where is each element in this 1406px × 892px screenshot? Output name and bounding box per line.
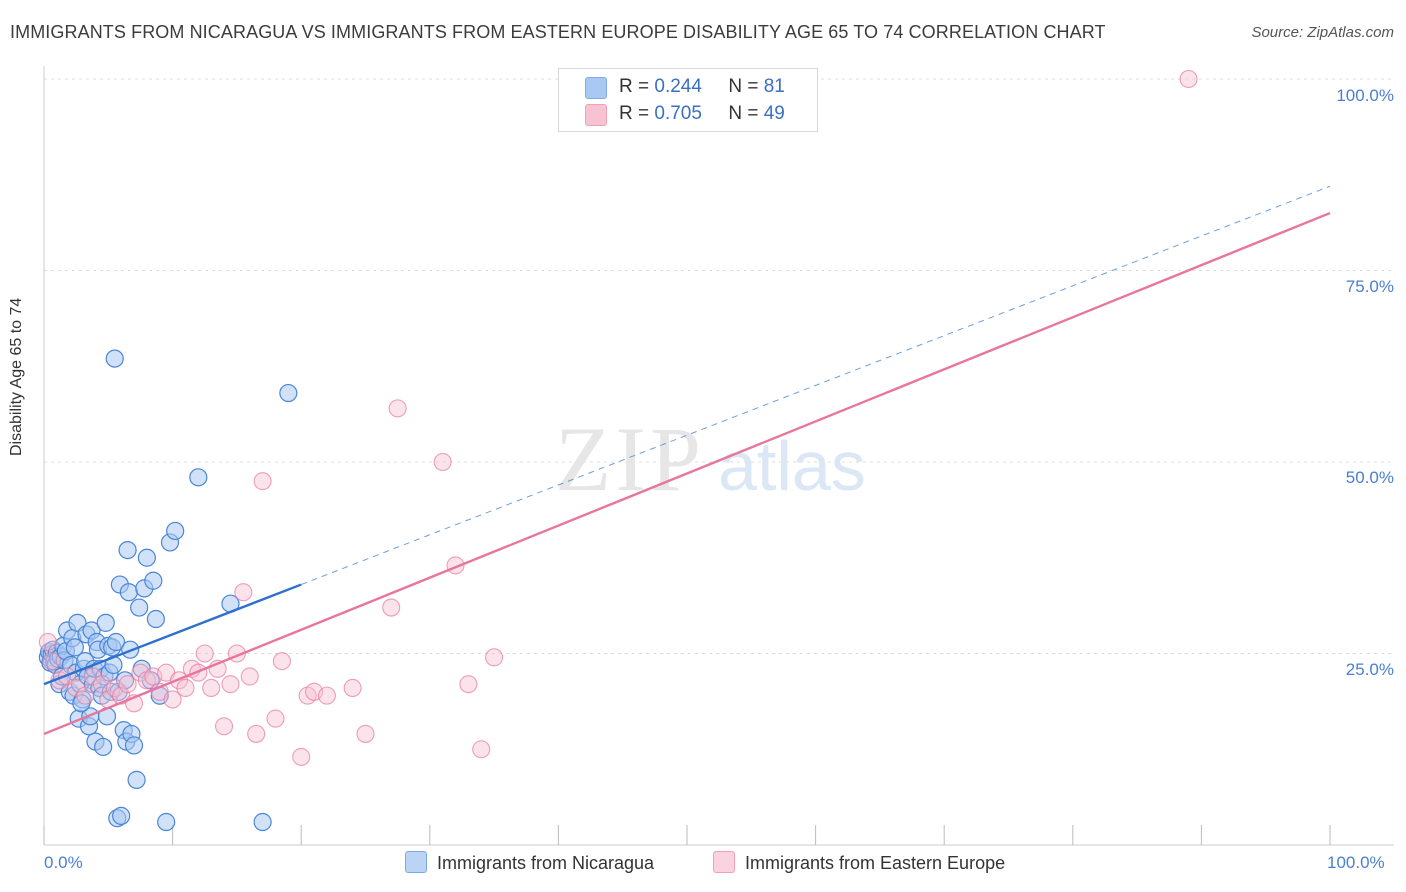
data-point-nicaragua bbox=[137, 548, 156, 567]
n-label: N = bbox=[728, 76, 759, 97]
n-value: 81 bbox=[763, 76, 785, 97]
chart-title: IMMIGRANTS FROM NICARAGUA VS IMMIGRANTS … bbox=[10, 22, 1106, 42]
r-label: R = bbox=[619, 103, 650, 124]
data-point-eastern-europe bbox=[356, 724, 375, 743]
y-tick-label: 50.0% bbox=[1345, 468, 1394, 487]
data-point-nicaragua bbox=[146, 609, 165, 629]
legend-item-eastern-europe[interactable]: Immigrants from Eastern Europe bbox=[713, 851, 1005, 874]
n-value: 49 bbox=[763, 103, 785, 124]
legend-label: Immigrants from Nicaragua bbox=[437, 853, 655, 873]
data-point-nicaragua bbox=[118, 540, 137, 560]
data-point-eastern-europe bbox=[266, 709, 285, 728]
series-nicaragua-points bbox=[38, 349, 298, 832]
data-point-eastern-europe bbox=[343, 678, 362, 698]
swatch-blue bbox=[585, 77, 607, 99]
data-point-eastern-europe bbox=[272, 652, 291, 671]
data-point-nicaragua bbox=[253, 812, 272, 832]
y-tick-label: 25.0% bbox=[1345, 660, 1394, 679]
data-point-nicaragua bbox=[127, 770, 146, 789]
trend-line-eastern-europe bbox=[43, 211, 1331, 736]
data-point-eastern-europe bbox=[118, 675, 137, 694]
data-point-eastern-europe bbox=[214, 717, 234, 736]
x-tick-label: 0.0% bbox=[44, 853, 83, 872]
data-point-eastern-europe bbox=[176, 678, 195, 698]
legend-swatch-pink bbox=[713, 851, 735, 873]
data-point-nicaragua bbox=[157, 812, 176, 832]
trend-line-nicaragua-extension bbox=[301, 185, 1331, 586]
y-axis-label: Disability Age 65 to 74 bbox=[8, 297, 25, 456]
watermark-zip: ZIP bbox=[555, 408, 705, 510]
axes bbox=[43, 66, 1394, 846]
data-point-nicaragua bbox=[119, 583, 138, 602]
data-point-nicaragua bbox=[94, 737, 113, 757]
data-point-nicaragua bbox=[130, 598, 149, 617]
r-label: R = bbox=[619, 76, 650, 97]
y-tick-label: 100.0% bbox=[1336, 86, 1394, 105]
r-value: 0.705 bbox=[654, 103, 702, 124]
data-point-eastern-europe bbox=[472, 740, 491, 759]
trend-lines bbox=[43, 185, 1331, 736]
data-point-eastern-europe bbox=[202, 678, 221, 698]
trend-line-nicaragua bbox=[43, 583, 302, 686]
data-point-eastern-europe bbox=[1179, 69, 1198, 89]
watermark: ZIP atlas bbox=[555, 408, 866, 510]
legend-label: Immigrants from Eastern Europe bbox=[745, 853, 1006, 873]
data-point-eastern-europe bbox=[42, 652, 61, 671]
data-point-eastern-europe bbox=[247, 724, 266, 743]
x-tick-label: 100.0% bbox=[1327, 853, 1385, 872]
data-point-nicaragua bbox=[112, 806, 131, 825]
data-point-nicaragua bbox=[124, 736, 144, 755]
data-point-nicaragua bbox=[65, 638, 84, 657]
data-point-nicaragua bbox=[189, 468, 208, 487]
y-tick-label: 75.0% bbox=[1345, 277, 1394, 296]
stats-box: R = 0.244 N = 81 R = 0.705 N = 49 bbox=[558, 68, 818, 132]
data-point-eastern-europe bbox=[292, 747, 311, 766]
data-point-eastern-europe bbox=[433, 452, 452, 472]
data-point-nicaragua bbox=[106, 632, 126, 652]
data-point-eastern-europe bbox=[253, 472, 272, 491]
data-point-nicaragua bbox=[105, 349, 124, 368]
source-label: Source: ZipAtlas.com bbox=[1251, 24, 1394, 41]
data-point-eastern-europe bbox=[234, 583, 253, 602]
data-point-nicaragua bbox=[166, 521, 185, 541]
r-value: 0.244 bbox=[654, 76, 702, 97]
legend-item-nicaragua[interactable]: Immigrants from Nicaragua bbox=[405, 851, 654, 874]
data-point-eastern-europe bbox=[485, 648, 504, 667]
legend-swatch-blue bbox=[405, 851, 427, 873]
data-point-nicaragua bbox=[96, 613, 115, 632]
data-point-eastern-europe bbox=[163, 690, 182, 709]
gridlines bbox=[44, 78, 1394, 654]
n-label: N = bbox=[728, 103, 759, 124]
data-point-eastern-europe bbox=[240, 667, 259, 686]
watermark-atlas: atlas bbox=[718, 427, 866, 505]
data-point-eastern-europe bbox=[388, 399, 407, 418]
data-point-eastern-europe bbox=[221, 675, 240, 694]
data-point-eastern-europe bbox=[38, 632, 57, 652]
data-point-eastern-europe bbox=[382, 598, 401, 617]
data-point-eastern-europe bbox=[459, 675, 478, 694]
data-point-eastern-europe bbox=[195, 644, 214, 663]
data-point-eastern-europe bbox=[317, 686, 336, 705]
swatch-pink bbox=[585, 104, 607, 126]
data-point-nicaragua bbox=[279, 383, 298, 403]
series-eastern-europe-points bbox=[38, 69, 1198, 766]
data-point-eastern-europe bbox=[76, 686, 95, 705]
data-point-nicaragua bbox=[144, 571, 163, 590]
